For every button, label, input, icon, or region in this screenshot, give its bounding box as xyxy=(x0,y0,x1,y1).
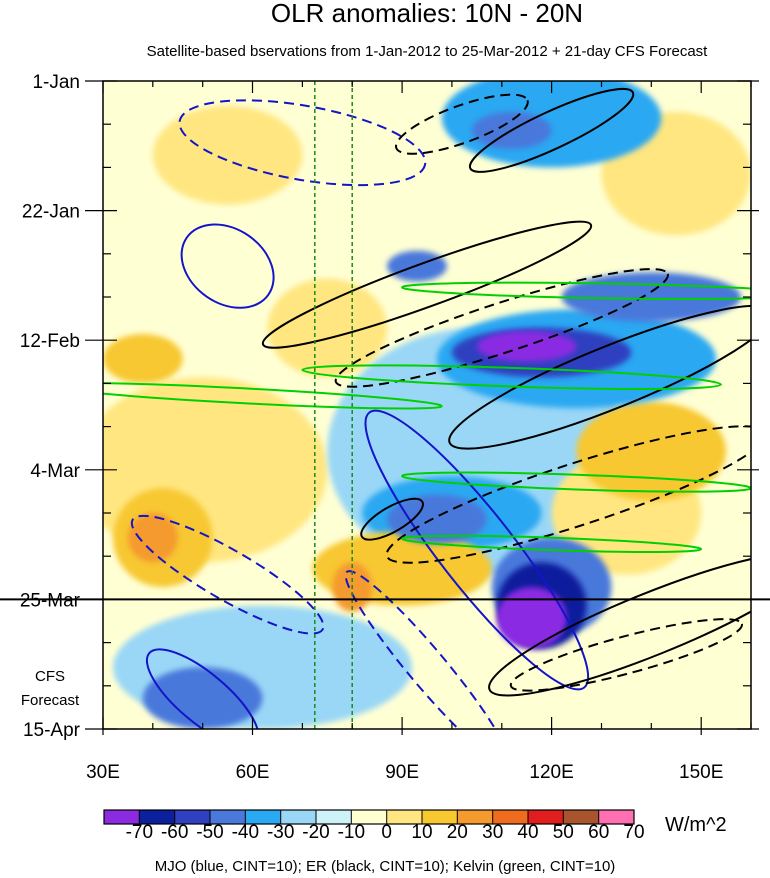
er-contour-14 xyxy=(509,618,744,692)
plot-frame xyxy=(102,80,752,730)
colorbar-swatch-5 xyxy=(280,810,317,824)
er-contour-6 xyxy=(468,87,635,173)
er-contour-12 xyxy=(334,268,669,388)
colorbar-label--60: -60 xyxy=(161,822,188,843)
y-tick-label-4-Mar: 4-Mar xyxy=(30,461,80,482)
y-axis: 1-Jan 22-Jan 12-Feb 4-Mar 25-Mar 15-Apr xyxy=(20,72,759,741)
colorbar-swatch-14 xyxy=(598,810,635,824)
kelvin-contour-19 xyxy=(401,534,703,554)
colorbar-swatch-13 xyxy=(563,810,600,824)
anomaly-region-21 xyxy=(127,513,178,563)
anomaly-region-11 xyxy=(576,401,727,501)
colorbar-swatch-12 xyxy=(528,810,564,824)
er-contour-9 xyxy=(488,551,751,697)
anomaly-region-14 xyxy=(387,494,487,544)
mjo-contour-5 xyxy=(344,570,510,729)
colorbar-label--30: -30 xyxy=(267,822,294,843)
colorbar-swatch-6 xyxy=(316,810,352,824)
er-contour-7 xyxy=(261,220,593,349)
colorbar-label-20: 20 xyxy=(447,822,468,843)
colorbar-swatch-11 xyxy=(492,810,529,824)
mjo-contour-3 xyxy=(178,99,427,187)
colorbar-label-10: 10 xyxy=(411,822,432,843)
colorbar-swatch-8 xyxy=(386,810,423,824)
mjo-contour-4 xyxy=(130,514,325,635)
colorbar-swatch-3 xyxy=(210,810,246,824)
forecast-label-line-2: Forecast xyxy=(21,692,80,709)
kelvin-contour-17 xyxy=(401,281,751,300)
mjo-contour-0 xyxy=(180,223,275,309)
er-contour-11 xyxy=(395,93,529,155)
mjo-contour-2 xyxy=(145,648,260,729)
colorbar-label--10: -10 xyxy=(338,822,365,843)
x-tick-label-30E: 30E xyxy=(86,762,120,783)
olr-anomaly-field xyxy=(103,81,751,729)
colorbar-label-60: 60 xyxy=(588,822,609,843)
colorbar-swatch-10 xyxy=(457,810,494,824)
reference-longitude-lines xyxy=(314,81,353,729)
x-tick-label-90E: 90E xyxy=(385,762,419,783)
colorbar-label-70: 70 xyxy=(623,822,644,843)
y-tick-label-22-Jan: 22-Jan xyxy=(22,202,80,223)
kelvin-contour-15 xyxy=(103,381,443,410)
y-tick-label-12-Feb: 12-Feb xyxy=(20,331,80,352)
colorbar-label-40: 40 xyxy=(517,822,538,843)
chart-subtitle: Satellite-based bservations from 1-Jan-2… xyxy=(147,43,709,60)
colorbar-label--50: -50 xyxy=(196,822,223,843)
y-tick-label-1-Jan: 1-Jan xyxy=(32,72,80,93)
colorbar-swatch-7 xyxy=(351,810,388,824)
colorbar-swatch-4 xyxy=(245,810,282,824)
colorbar-label-50: 50 xyxy=(553,822,574,843)
er-contour-8 xyxy=(448,304,751,450)
chart-title: OLR anomalies: 10N - 20N xyxy=(271,0,583,28)
colorbar-swatch-2 xyxy=(174,810,211,824)
anomaly-region-1 xyxy=(267,278,388,378)
colorbar-label-30: 30 xyxy=(482,822,503,843)
x-tick-label-150E: 150E xyxy=(679,762,723,783)
colorbar: -70 -60 -50 -40 -30 -20 -10 0 10 20 30 40 50 60 70 xyxy=(103,809,645,843)
er-contour-13 xyxy=(385,425,751,564)
colorbar-label--40: -40 xyxy=(232,822,259,843)
colorbar-label-0: 0 xyxy=(381,822,392,843)
anomaly-region-15 xyxy=(561,272,741,322)
colorbar-swatch-0 xyxy=(104,810,140,824)
forecast-label-line-1: CFS xyxy=(35,668,65,685)
x-tick-label-60E: 60E xyxy=(236,762,270,783)
anomaly-region-13 xyxy=(103,334,183,384)
contour-legend: MJO (blue, CINT=10); ER (black, CINT=10)… xyxy=(155,858,616,875)
wave-contours xyxy=(103,87,751,729)
y-tick-label-15-Apr: 15-Apr xyxy=(23,720,81,741)
x-axis: 30E 60E 90E 120E 150E xyxy=(86,81,752,783)
anomaly-region-19 xyxy=(142,667,263,729)
mjo-contour-1 xyxy=(364,409,590,691)
colorbar-swatch-9 xyxy=(422,810,458,824)
anomaly-region-4 xyxy=(152,105,303,205)
kelvin-contour-16 xyxy=(301,364,722,391)
colorbar-label--20: -20 xyxy=(302,822,329,843)
anomaly-region-25 xyxy=(496,587,567,649)
colorbar-frame xyxy=(103,809,635,825)
y-tick-label-25-Mar: 25-Mar xyxy=(20,590,81,611)
colorbar-unit: W/m^2 xyxy=(665,814,727,836)
x-tick-label-120E: 120E xyxy=(529,762,573,783)
colorbar-swatch-1 xyxy=(139,810,176,824)
colorbar-label--70: -70 xyxy=(126,822,153,843)
er-contour-10 xyxy=(360,497,424,541)
